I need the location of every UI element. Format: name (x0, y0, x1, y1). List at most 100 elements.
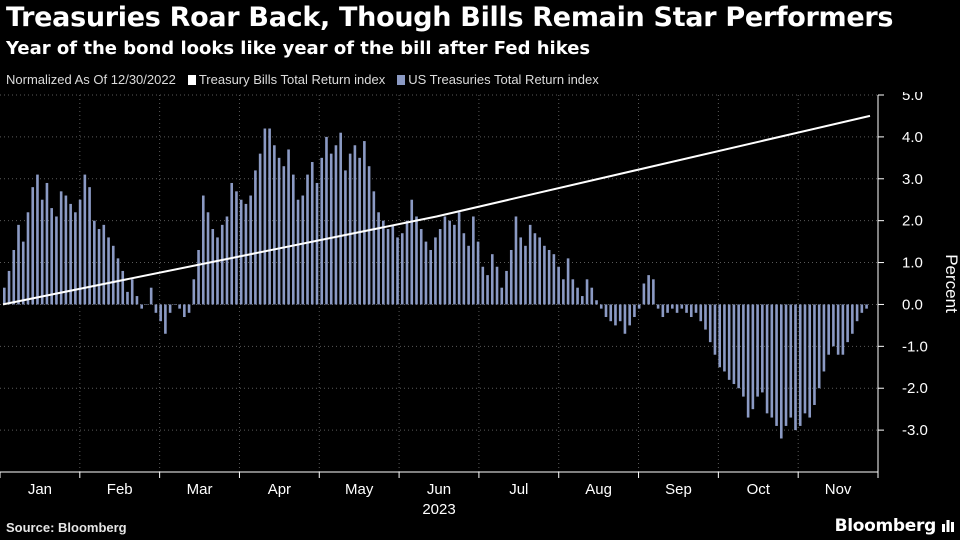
bar (429, 249, 432, 305)
bar (154, 304, 158, 313)
legend-label-treasuries: US Treasuries Total Return index (408, 72, 599, 87)
bar (656, 304, 660, 309)
bar (543, 245, 546, 305)
x-tick-label: Feb (107, 481, 133, 498)
bloomberg-logo: Bloomberg (834, 516, 937, 536)
bar (45, 182, 49, 305)
bar (751, 304, 755, 410)
legend-item-treasuries: US Treasuries Total Return index (397, 72, 599, 87)
bloomberg-mark-icon (942, 520, 954, 532)
bar (88, 187, 91, 305)
chart-title: Treasuries Roar Back, Though Bills Remai… (6, 2, 894, 33)
bar (93, 220, 96, 305)
bar (827, 304, 830, 355)
bar (595, 300, 598, 305)
bar (689, 304, 693, 318)
bar (145, 304, 148, 305)
bar (599, 304, 603, 309)
bar (438, 229, 442, 305)
legend: Normalized As Of 12/30/2022 Treasury Bil… (6, 72, 611, 87)
bar (187, 304, 191, 313)
bar (623, 304, 627, 334)
bar (254, 170, 257, 305)
bar (509, 249, 513, 305)
bar (737, 304, 740, 389)
bar (628, 304, 631, 326)
bar (64, 195, 68, 305)
bar (367, 166, 371, 305)
bar (201, 195, 205, 305)
bar (505, 270, 508, 305)
bar (817, 304, 821, 389)
bar (434, 237, 437, 305)
bar (533, 233, 537, 305)
bar (12, 249, 16, 305)
bar (860, 304, 864, 313)
x-tick-label: May (345, 481, 374, 498)
bar (765, 304, 769, 414)
bar (666, 304, 669, 313)
bar (637, 304, 641, 309)
bar (258, 153, 262, 305)
bar (325, 136, 328, 305)
bar (268, 128, 271, 305)
bar (585, 279, 589, 305)
bar (334, 145, 338, 305)
bar (609, 304, 613, 322)
x-tick-label: Jan (28, 481, 52, 498)
bar (538, 237, 541, 305)
bar (135, 296, 139, 305)
bar (822, 304, 826, 372)
bar (377, 212, 380, 305)
bar (680, 304, 684, 309)
bar (453, 224, 456, 305)
bar (699, 304, 703, 322)
bar (775, 304, 778, 426)
bar (794, 304, 797, 431)
bar (69, 203, 72, 305)
bar (178, 304, 181, 309)
bar (713, 304, 717, 355)
bar (652, 279, 655, 305)
bar (566, 258, 570, 305)
bar (855, 304, 859, 322)
bar (704, 304, 707, 330)
bar (519, 237, 523, 305)
bar (348, 153, 352, 305)
y-tick-label: -2.0 (902, 380, 928, 397)
line-series-bills (2, 114, 871, 306)
bar (126, 291, 129, 305)
bar (353, 145, 357, 305)
bar (102, 224, 106, 305)
bar (197, 249, 200, 305)
bar (107, 237, 110, 305)
bar (851, 304, 854, 334)
bar (111, 245, 115, 305)
x-tick-label: Mar (187, 481, 213, 498)
bar (21, 241, 25, 305)
bar (211, 229, 215, 305)
x-tick-label: Aug (585, 481, 612, 498)
bar (97, 229, 101, 305)
bar (363, 141, 366, 305)
bar (524, 245, 527, 305)
bar (675, 304, 679, 313)
bar (746, 304, 750, 418)
bar (216, 237, 219, 305)
bar (476, 241, 480, 305)
bar (83, 174, 87, 305)
bar (415, 216, 418, 305)
bar (339, 132, 342, 305)
bar (708, 304, 712, 343)
bar (78, 199, 82, 305)
bar (457, 212, 461, 305)
bar (391, 224, 395, 305)
legend-swatch-bar (397, 74, 406, 85)
bar (235, 191, 238, 305)
bar (562, 279, 565, 305)
bar (846, 304, 849, 343)
bar (329, 153, 333, 305)
bar (581, 296, 584, 305)
bar (528, 224, 532, 305)
bar (481, 266, 485, 305)
